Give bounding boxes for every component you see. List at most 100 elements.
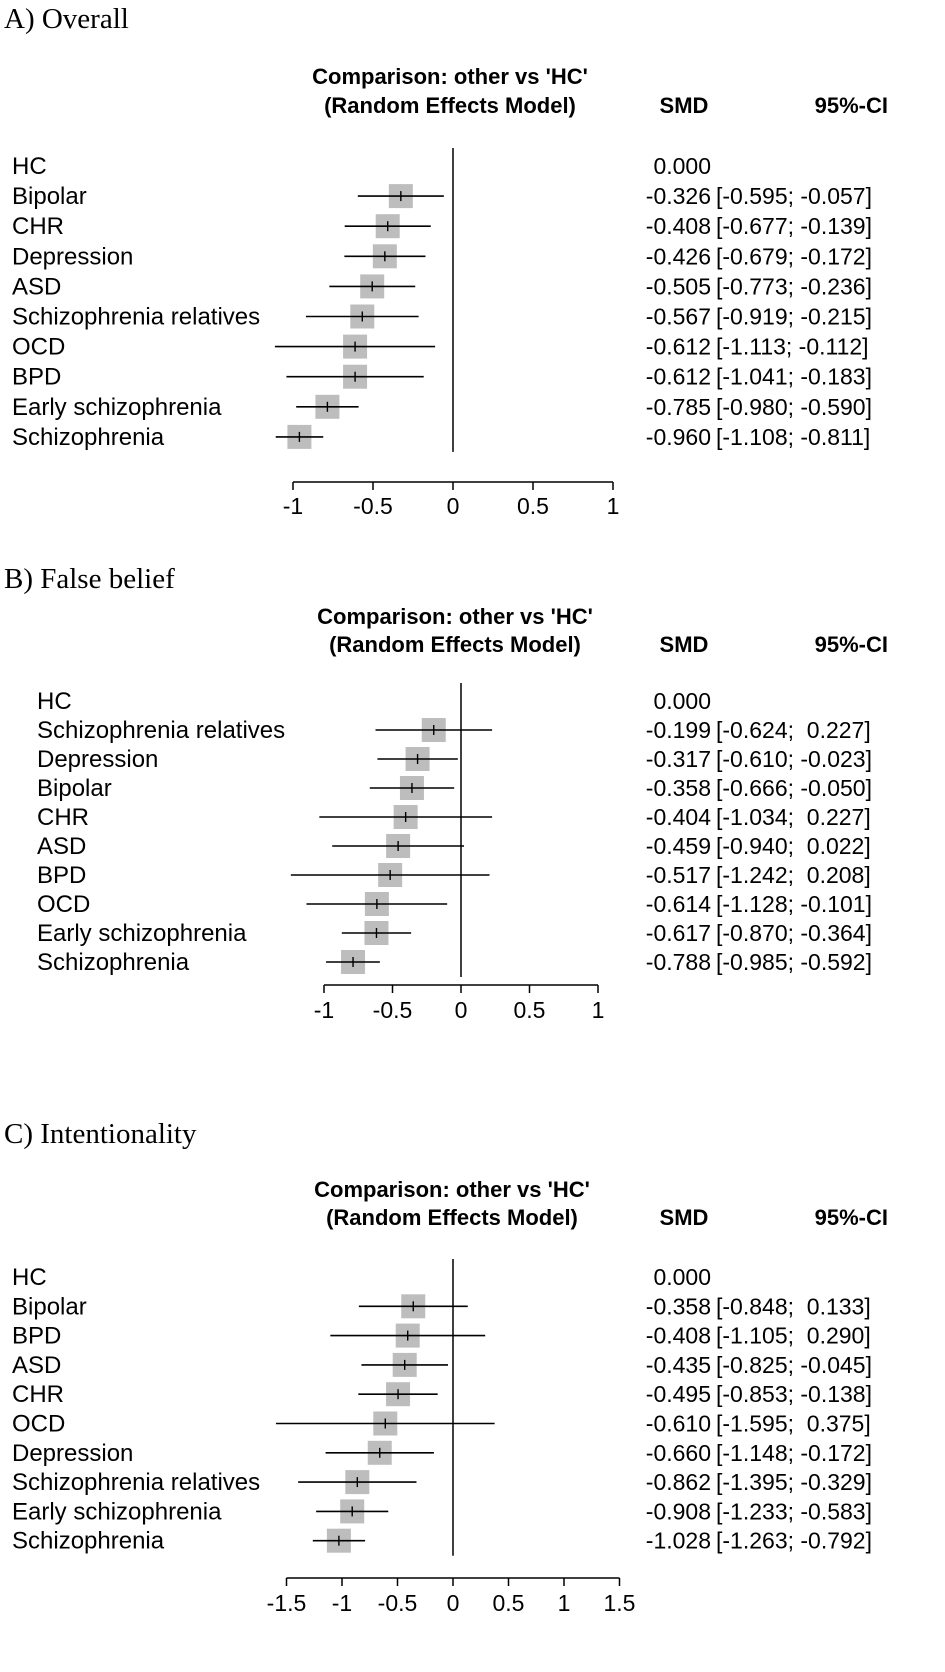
smd-value: -0.908 (646, 1498, 711, 1524)
x-tick-label: 0 (447, 1590, 460, 1616)
model-header: (Random Effects Model) (326, 1205, 578, 1230)
smd-value: -0.459 (646, 833, 711, 859)
row-label: CHR (12, 213, 64, 240)
smd-value: -0.404 (646, 804, 711, 830)
x-tick-label: 0 (447, 493, 460, 519)
ci-value: [-1.034; 0.227] (716, 804, 871, 830)
row-label: HC (12, 1264, 47, 1291)
smd-value: 0.000 (653, 688, 711, 714)
row-label: Schizophrenia (12, 424, 165, 451)
x-tick-label: -0.5 (353, 493, 393, 519)
smd-value: -0.614 (646, 891, 711, 917)
row-label: Schizophrenia (12, 1528, 165, 1555)
ci-value: [-1.113; -0.112] (716, 334, 869, 360)
model-header: (Random Effects Model) (329, 632, 581, 657)
smd-value: -0.660 (646, 1440, 711, 1466)
ci-value: [-1.233; -0.583] (716, 1498, 872, 1524)
ci-value: [-0.870; -0.364] (716, 920, 872, 946)
x-tick-label: -0.5 (373, 997, 413, 1023)
smd-column-header: SMD (660, 632, 709, 657)
smd-value: -0.199 (646, 717, 711, 743)
panel-title: A) Overall (4, 3, 129, 35)
row-label: CHR (37, 804, 89, 831)
ci-value: [-0.919; -0.215] (716, 304, 872, 330)
row-label: Bipolar (12, 1293, 87, 1320)
ci-value: [-0.595; -0.057] (716, 183, 872, 209)
forest-plot-false-belief: B) False belief Comparison: other vs 'HC'… (4, 563, 888, 1023)
comparison-header: Comparison: other vs 'HC' (314, 1177, 590, 1202)
ci-value: [-0.848; 0.133] (716, 1293, 871, 1319)
row-label: Depression (37, 746, 158, 773)
row-label: Early schizophrenia (12, 394, 222, 421)
ci-value: [-0.940; 0.022] (716, 833, 871, 859)
ci-value: [-0.985; -0.592] (716, 949, 872, 975)
x-tick-label: -1.5 (267, 1590, 307, 1616)
smd-value: -0.612 (646, 334, 711, 360)
row-label: Early schizophrenia (37, 920, 247, 947)
row-label: ASD (12, 273, 61, 300)
x-tick-label: 0.5 (514, 997, 546, 1023)
x-tick-label: 0 (455, 997, 468, 1023)
smd-value: -0.505 (646, 273, 711, 299)
smd-value: -0.960 (646, 424, 711, 450)
x-tick-label: -1 (283, 493, 303, 519)
ci-value: [-1.108; -0.811] (716, 424, 870, 450)
ci-value: [-1.041; -0.183] (716, 364, 872, 390)
ci-value: [-0.679; -0.172] (716, 243, 872, 269)
x-tick-label: 1.5 (604, 1590, 636, 1616)
smd-value: 0.000 (653, 1264, 711, 1290)
forest-plot-overall: A) Overall Comparison: other vs 'HC' (Rand… (4, 3, 888, 519)
ci-value: [-0.666; -0.050] (716, 775, 872, 801)
row-label: Schizophrenia relatives (12, 304, 260, 331)
row-label: BPD (12, 364, 61, 391)
row-label: BPD (37, 862, 86, 889)
x-tick-label: -1 (314, 997, 334, 1023)
row-label: Schizophrenia relatives (12, 1469, 260, 1496)
ci-value: [-0.624; 0.227] (716, 717, 871, 743)
forest-panel-false-belief: B) False belief Comparison: other vs 'HC'… (0, 560, 945, 1115)
ci-column-header: 95%-CI (815, 632, 888, 657)
x-tick-label: 1 (607, 493, 620, 519)
x-tick-label: -0.5 (378, 1590, 418, 1616)
ci-column-header: 95%-CI (815, 1205, 888, 1230)
row-label: HC (37, 688, 72, 715)
ci-value: [-1.263; -0.792] (716, 1528, 872, 1554)
smd-value: -0.317 (646, 746, 711, 772)
row-label: HC (12, 153, 47, 180)
smd-value: -0.617 (646, 920, 711, 946)
x-tick-label: 0.5 (493, 1590, 525, 1616)
smd-value: -0.408 (646, 213, 711, 239)
ci-value: [-0.610; -0.023] (716, 746, 872, 772)
forest-plot-intentionality: C) Intentionality Comparison: other vs 'H… (4, 1118, 888, 1616)
smd-column-header: SMD (660, 1205, 709, 1230)
smd-value: -0.788 (646, 949, 711, 975)
row-label: ASD (37, 833, 86, 860)
x-tick-label: -1 (332, 1590, 352, 1616)
smd-value: -0.358 (646, 1293, 711, 1319)
ci-value: [-1.105; 0.290] (716, 1323, 871, 1349)
ci-value: [-1.128; -0.101] (716, 891, 872, 917)
panel-title: B) False belief (4, 563, 175, 595)
forest-panel-intentionality: C) Intentionality Comparison: other vs 'H… (0, 1115, 945, 1667)
row-label: OCD (37, 891, 90, 918)
smd-value: -0.862 (646, 1469, 711, 1495)
smd-column-header: SMD (660, 93, 709, 118)
ci-value: [-0.980; -0.590] (716, 394, 872, 420)
smd-value: -0.517 (646, 862, 711, 888)
smd-value: -0.612 (646, 364, 711, 390)
row-label: OCD (12, 1411, 65, 1438)
smd-value: -0.567 (646, 304, 711, 330)
row-label: Early schizophrenia (12, 1498, 222, 1525)
row-label: OCD (12, 334, 65, 361)
ci-value: [-1.242; 0.208] (716, 862, 871, 888)
row-label: Bipolar (12, 183, 87, 210)
row-label: ASD (12, 1352, 61, 1379)
smd-value: -0.358 (646, 775, 711, 801)
smd-value: -0.435 (646, 1352, 711, 1378)
row-label: Bipolar (37, 775, 112, 802)
row-label: BPD (12, 1323, 61, 1350)
smd-value: -0.426 (646, 243, 711, 269)
forest-panel-overall: A) Overall Comparison: other vs 'HC' (Rand… (0, 0, 945, 560)
smd-value: -1.028 (646, 1528, 711, 1554)
x-tick-label: 0.5 (517, 493, 549, 519)
